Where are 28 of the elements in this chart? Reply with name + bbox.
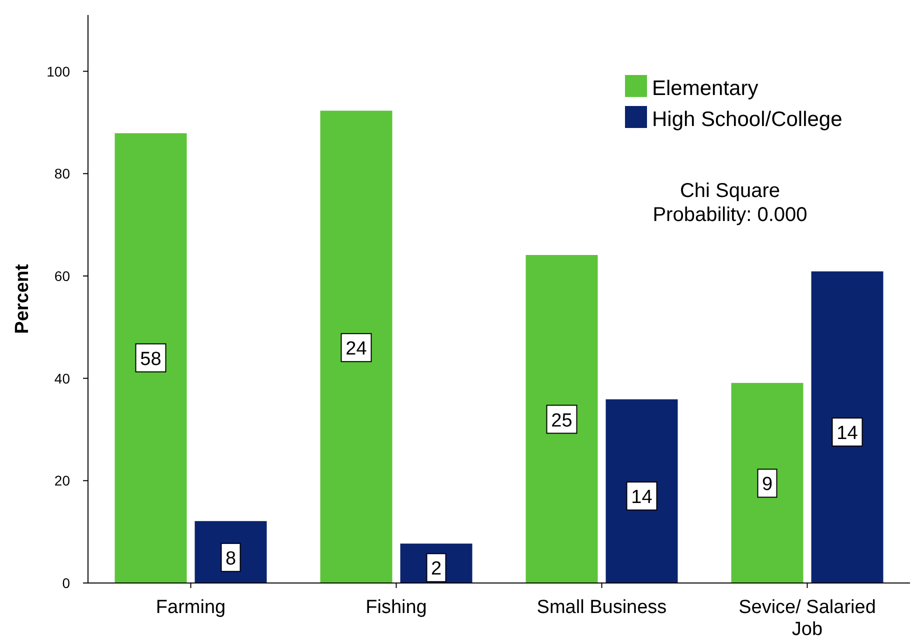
- bar: [731, 382, 804, 583]
- x-tick-label: Sevice/ Salaried Job: [738, 597, 876, 638]
- bar: [606, 399, 678, 583]
- bar: [114, 133, 187, 583]
- x-tick-label: Fishing: [366, 597, 427, 618]
- x-tick-label: Farming: [156, 597, 226, 618]
- annotation: 8: [225, 548, 236, 570]
- y-tick-label: 0: [62, 575, 70, 591]
- annotation: 9: [762, 474, 773, 496]
- legend-label: Elementary: [652, 77, 759, 100]
- annotation: 58: [140, 348, 162, 370]
- annotation: 25: [551, 410, 572, 432]
- annotation: 14: [631, 487, 653, 508]
- bar: [320, 110, 392, 583]
- annotation: 24: [346, 338, 368, 360]
- legend-label: High School/College: [652, 108, 842, 131]
- y-tick-label: 40: [54, 370, 70, 386]
- annotation: 14: [836, 423, 858, 444]
- bar: [811, 271, 884, 583]
- annotation: Chi Square Probability: 0.000: [652, 180, 808, 226]
- y-tick-label: 20: [54, 472, 70, 489]
- annotation: 2: [430, 558, 442, 580]
- x-tick-label: Small Business: [536, 597, 667, 618]
- y-tick-label: 100: [46, 63, 70, 80]
- y-tick-label: 80: [54, 166, 70, 182]
- bar: [526, 254, 598, 583]
- y-tick-label: 60: [54, 268, 70, 284]
- y-axis-title: Percent: [12, 263, 33, 334]
